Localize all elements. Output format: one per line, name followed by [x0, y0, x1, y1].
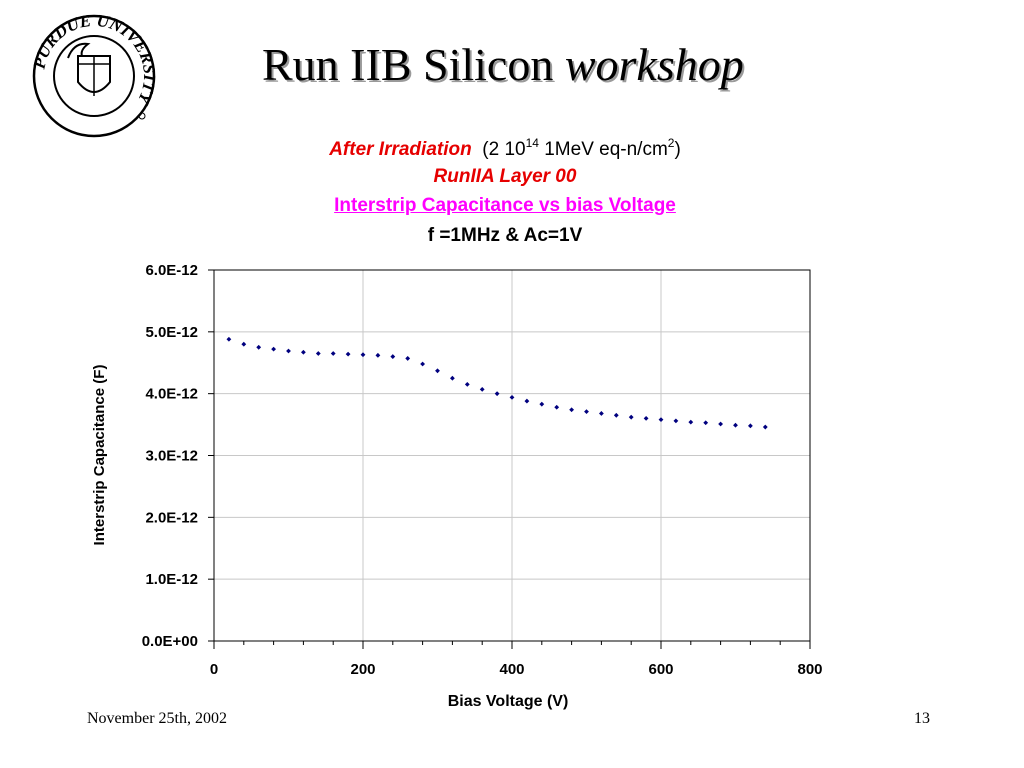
data-point [405, 356, 411, 361]
data-point [613, 412, 619, 418]
data-point [241, 341, 247, 347]
x-tick-label: 0 [210, 661, 218, 678]
chart-header-line2: RunIIA Layer 00 [433, 166, 577, 187]
data-point [718, 421, 723, 427]
data-point [479, 386, 485, 392]
y-tick-label: 6.0E-12 [145, 262, 198, 279]
data-point [554, 404, 560, 410]
data-point [315, 351, 321, 356]
data-point [569, 407, 574, 413]
y-tick-label: 3.0E-12 [145, 448, 198, 465]
page-number: 13 [914, 710, 930, 727]
data-point [286, 348, 291, 354]
data-point [464, 381, 470, 387]
y-tick-label: 2.0E-12 [145, 509, 198, 526]
data-point [673, 418, 679, 424]
fluence-unit-exponent: 2 [667, 136, 675, 150]
data-point [762, 424, 768, 430]
data-point [301, 349, 306, 355]
data-point [435, 368, 440, 374]
x-tick-label: 200 [350, 661, 375, 678]
data-point [420, 361, 425, 367]
slide-title: Run IIB Silicon workshop [262, 38, 744, 91]
data-point [733, 422, 738, 428]
x-tick-label: 600 [648, 661, 673, 678]
chart-title: Interstrip Capacitance vs bias Voltage [334, 195, 676, 216]
chart-header-line1: After Irradiation (2 1014 1MeV eq-n/cm2) [205, 136, 805, 161]
data-point [643, 416, 649, 421]
slide-title-main: Run IIB Silicon [262, 39, 554, 90]
x-axis-label: Bias Voltage (V) [448, 693, 569, 710]
data-point [703, 420, 709, 426]
purdue-university-seal-logo: PURDUE UNIVERSITY [30, 12, 158, 138]
footer-date: November 25th, 2002 [87, 710, 227, 727]
chart-header-line4: f =1MHz & Ac=1V [427, 225, 583, 246]
after-irradiation-label: After Irradiation [329, 139, 472, 160]
data-point [375, 352, 381, 358]
data-point [360, 352, 366, 358]
data-point [584, 409, 589, 414]
x-tick-label: 400 [499, 661, 524, 678]
y-tick-label: 0.0E+00 [142, 633, 198, 650]
data-point [450, 375, 455, 381]
x-tick-label: 800 [797, 661, 822, 678]
data-point [524, 398, 530, 404]
data-point [345, 351, 351, 357]
data-point [748, 423, 753, 429]
data-point [330, 351, 336, 356]
data-point [226, 336, 232, 342]
data-point [271, 346, 276, 352]
fluence-suffix: ) [674, 139, 681, 160]
data-point [539, 401, 545, 407]
data-point [494, 391, 500, 397]
fluence-unit: 1MeV eq-n/cm [538, 139, 668, 160]
data-point [256, 344, 262, 350]
data-point [599, 411, 604, 416]
y-tick-label: 4.0E-12 [145, 386, 198, 403]
data-point [509, 394, 515, 400]
data-point [628, 414, 634, 420]
data-point [658, 417, 664, 423]
fluence-prefix: (2 10 [482, 139, 526, 160]
fluence-exponent: 14 [525, 136, 539, 150]
data-point [390, 354, 396, 359]
data-point [688, 419, 694, 425]
y-tick-label: 5.0E-12 [145, 324, 198, 341]
y-axis-label: Interstrip Capacitance (F) [91, 365, 108, 546]
slide-title-italic: workshop [564, 39, 744, 90]
y-tick-label: 1.0E-12 [145, 571, 198, 588]
